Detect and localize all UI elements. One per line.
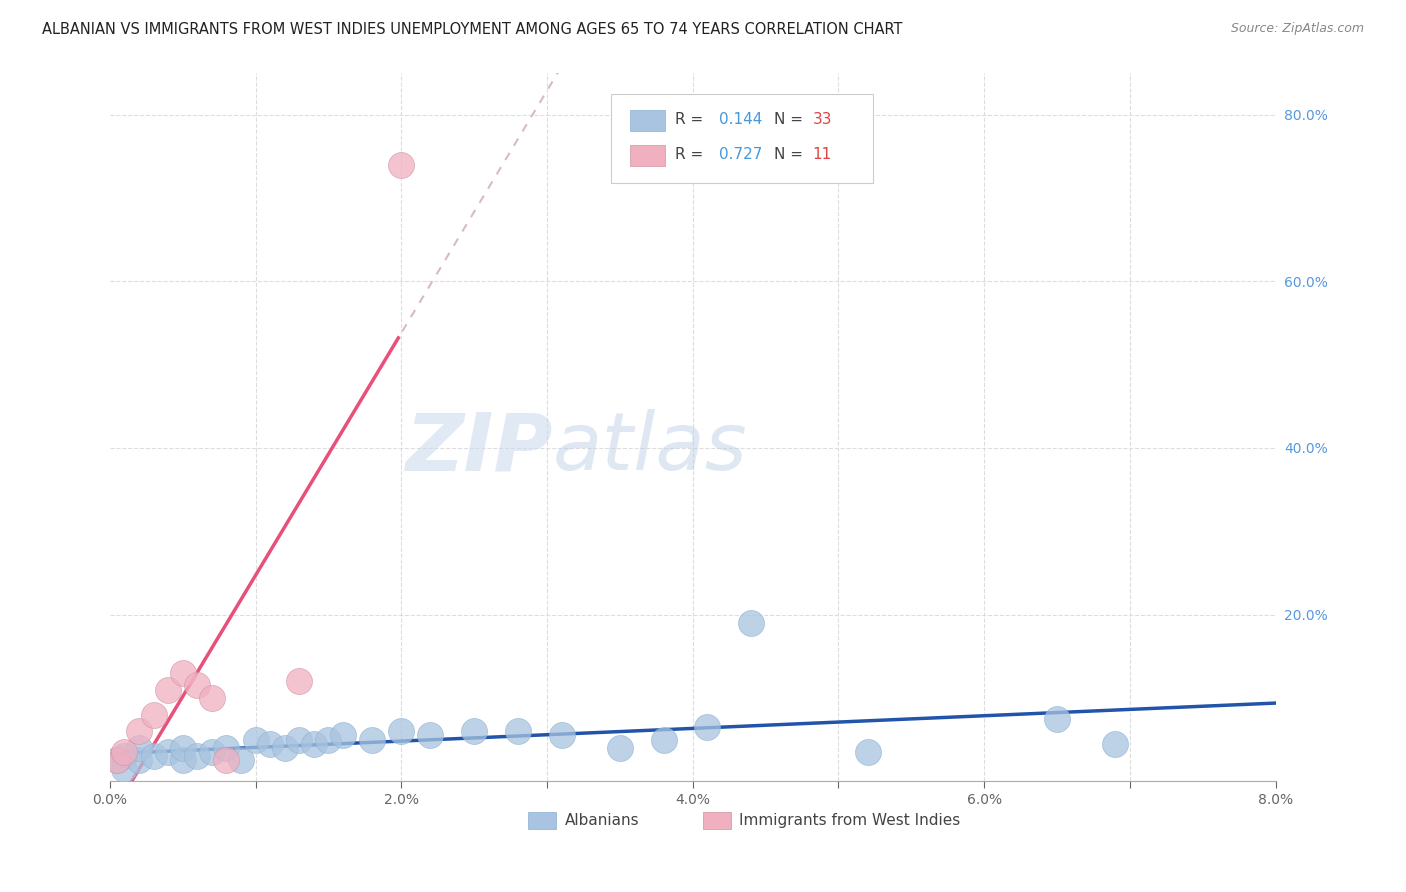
- Text: 33: 33: [813, 112, 832, 127]
- Point: [112, 762, 135, 776]
- Point: [105, 753, 128, 767]
- Point: [318, 732, 340, 747]
- Point: [463, 724, 485, 739]
- Text: ALBANIAN VS IMMIGRANTS FROM WEST INDIES UNEMPLOYMENT AMONG AGES 65 TO 74 YEARS C: ALBANIAN VS IMMIGRANTS FROM WEST INDIES …: [42, 22, 903, 37]
- FancyBboxPatch shape: [630, 110, 665, 131]
- Text: Albanians: Albanians: [564, 813, 640, 828]
- Point: [112, 749, 135, 764]
- Point: [186, 749, 208, 764]
- Point: [172, 665, 194, 680]
- Text: atlas: atlas: [553, 409, 748, 487]
- Point: [609, 740, 631, 755]
- Point: [201, 690, 224, 705]
- Point: [186, 678, 208, 692]
- FancyBboxPatch shape: [529, 813, 557, 830]
- FancyBboxPatch shape: [630, 145, 665, 167]
- Point: [215, 753, 238, 767]
- Text: 11: 11: [813, 147, 832, 162]
- Point: [128, 753, 150, 767]
- Point: [288, 674, 311, 689]
- Point: [259, 737, 281, 751]
- Text: R =: R =: [675, 112, 709, 127]
- FancyBboxPatch shape: [703, 813, 731, 830]
- Point: [696, 720, 718, 734]
- Text: 0.144: 0.144: [720, 112, 763, 127]
- Point: [157, 745, 180, 759]
- Point: [856, 745, 879, 759]
- Text: Immigrants from West Indies: Immigrants from West Indies: [740, 813, 960, 828]
- Point: [105, 753, 128, 767]
- Point: [361, 732, 384, 747]
- Point: [652, 732, 675, 747]
- Point: [128, 740, 150, 755]
- FancyBboxPatch shape: [612, 95, 873, 183]
- Text: Source: ZipAtlas.com: Source: ZipAtlas.com: [1230, 22, 1364, 36]
- Point: [506, 724, 529, 739]
- Point: [302, 737, 325, 751]
- Point: [157, 682, 180, 697]
- Point: [142, 707, 165, 722]
- Point: [229, 753, 252, 767]
- Point: [172, 740, 194, 755]
- Point: [332, 728, 354, 742]
- Text: 0.727: 0.727: [720, 147, 763, 162]
- Point: [112, 745, 135, 759]
- Text: R =: R =: [675, 147, 709, 162]
- Text: N =: N =: [775, 112, 808, 127]
- Point: [128, 724, 150, 739]
- Point: [215, 740, 238, 755]
- Point: [201, 745, 224, 759]
- Point: [1104, 737, 1126, 751]
- Point: [1046, 712, 1069, 726]
- Point: [389, 724, 412, 739]
- Point: [740, 615, 762, 630]
- Point: [273, 740, 295, 755]
- Point: [172, 753, 194, 767]
- Point: [142, 749, 165, 764]
- Point: [245, 732, 267, 747]
- Point: [550, 728, 572, 742]
- Text: N =: N =: [775, 147, 808, 162]
- Point: [288, 732, 311, 747]
- Point: [389, 158, 412, 172]
- Text: ZIP: ZIP: [405, 409, 553, 487]
- Point: [419, 728, 441, 742]
